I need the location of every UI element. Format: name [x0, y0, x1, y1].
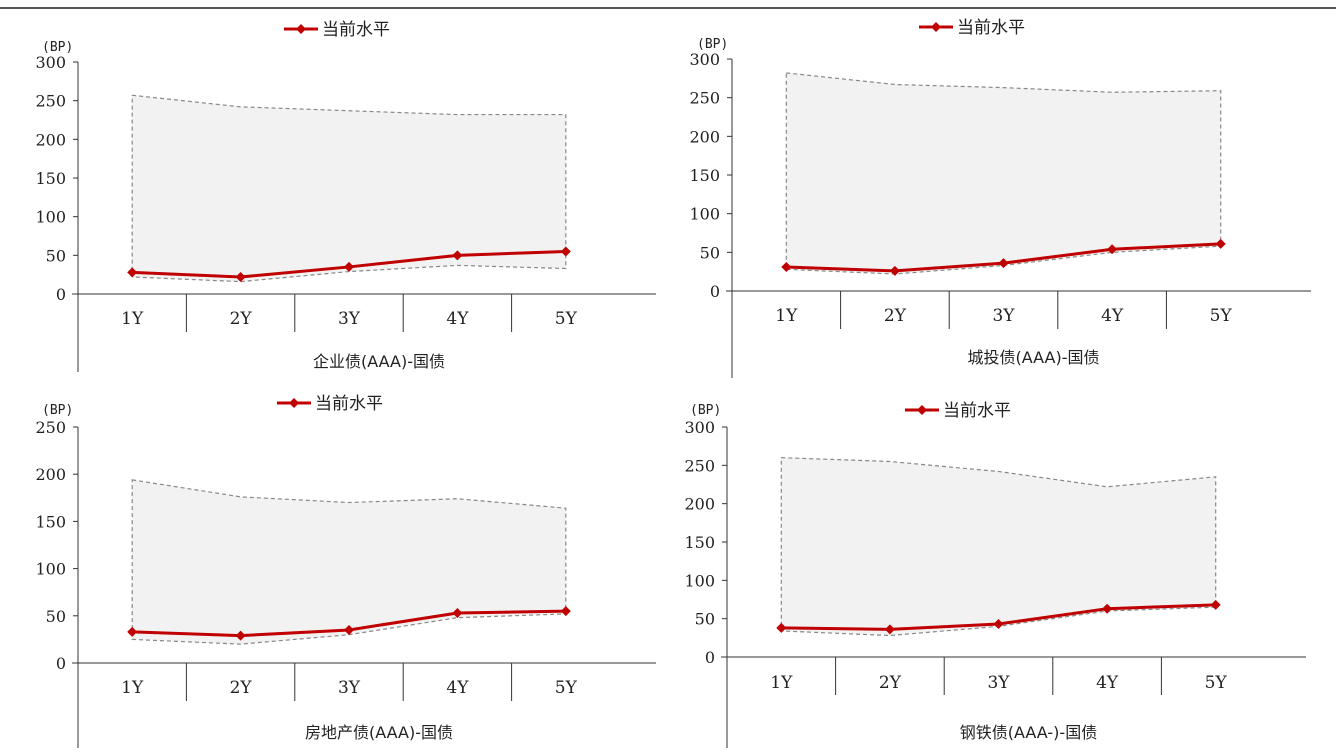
x-tick-label: 3Y — [338, 678, 361, 698]
data-point — [235, 271, 246, 282]
x-tick-label: 4Y — [446, 309, 469, 329]
data-point — [344, 624, 354, 635]
y-tick-label: 0 — [705, 648, 715, 667]
data-point — [452, 250, 463, 261]
y-tick-label: 250 — [35, 92, 66, 111]
y-axis-unit: (BP) — [42, 403, 73, 418]
y-tick-label: 250 — [689, 89, 720, 108]
data-point — [776, 622, 787, 633]
legend-marker — [296, 24, 306, 34]
legend-marker — [917, 405, 927, 415]
y-axis-unit: (BP) — [690, 403, 721, 418]
data-point — [127, 626, 138, 637]
y-tick-label: 200 — [35, 130, 66, 149]
chart-3: 0 50 100 150 200 250 1Y 2Y 3Y 4Y 5Y 房地产债(AAA)-国债 (BP… — [35, 394, 656, 748]
x-tick-label: 3Y — [992, 306, 1015, 326]
x-tick-label: 1Y — [770, 673, 793, 693]
data-point — [1107, 244, 1118, 255]
y-tick-label: 200 — [35, 465, 66, 484]
data-point — [560, 246, 571, 257]
legend: 当前水平 — [919, 18, 1025, 38]
legend-marker — [931, 22, 941, 32]
x-tick-label: 4Y — [1101, 306, 1124, 326]
data-point — [1210, 599, 1221, 610]
y-axis-unit: (BP) — [697, 37, 728, 52]
top-rule — [0, 7, 1336, 9]
y-tick-label: 150 — [35, 169, 66, 188]
data-point — [884, 624, 895, 635]
legend-marker — [289, 398, 299, 408]
data-point — [1215, 238, 1226, 249]
x-tick-label: 5Y — [1210, 306, 1233, 326]
data-point — [344, 261, 354, 272]
y-tick-label: 250 — [684, 456, 715, 475]
y-tick-label: 150 — [689, 166, 720, 185]
y-tick-label: 150 — [684, 533, 715, 552]
range-band — [131, 479, 567, 645]
y-tick-label: 300 — [689, 50, 720, 69]
x-axis-title: 钢铁债(AAA-)-国债 — [960, 723, 1097, 742]
y-tick-label: 50 — [695, 610, 715, 629]
x-tick-label: 2Y — [230, 678, 253, 698]
data-point — [998, 258, 1009, 269]
range-band — [131, 94, 567, 283]
x-tick-label: 4Y — [446, 678, 469, 698]
data-point — [993, 619, 1004, 630]
y-tick-label: 100 — [35, 560, 66, 579]
x-axis-title: 企业债(AAA)-国债 — [313, 352, 445, 371]
x-axis-title: 城投债(AAA)-国债 — [968, 348, 1100, 367]
x-tick-label: 5Y — [555, 309, 578, 329]
x-tick-label: 4Y — [1096, 673, 1119, 693]
y-tick-label: 0 — [56, 654, 66, 673]
chart-2: 0 50 100 150 200 250 300 1Y 2Y 3Y 4Y 5Y 城投债(AAA)-国债 (… — [689, 18, 1311, 378]
y-tick-label: 300 — [684, 418, 715, 437]
legend: 当前水平 — [284, 20, 390, 40]
y-tick-label: 100 — [684, 571, 715, 590]
x-tick-label: 1Y — [121, 678, 144, 698]
chart-1: 0 50 100 150 200 250 300 1Y 2Y 3Y 4Y 5Y 企业债(AAA)-国债 (… — [35, 20, 656, 372]
x-tick-label: 2Y — [230, 309, 253, 329]
x-axis-title: 房地产债(AAA)-国债 — [305, 723, 453, 742]
y-tick-label: 50 — [700, 243, 720, 262]
y-tick-label: 200 — [689, 127, 720, 146]
x-tick-label: 5Y — [1205, 673, 1228, 693]
data-point — [889, 265, 900, 276]
y-tick-label: 150 — [35, 512, 66, 531]
legend-label: 当前水平 — [322, 20, 390, 40]
range-band — [785, 72, 1222, 275]
chart-4: 0 50 100 150 200 250 300 1Y 2Y 3Y 4Y 5Y 钢铁债(AAA-)-国债… — [684, 401, 1306, 748]
y-tick-label: 300 — [35, 53, 66, 72]
legend: 当前水平 — [277, 394, 383, 414]
data-point — [235, 630, 246, 641]
range-band — [780, 457, 1217, 637]
y-axis-unit: (BP) — [42, 40, 73, 55]
x-tick-label: 1Y — [775, 306, 798, 326]
y-tick-label: 100 — [689, 205, 720, 224]
y-tick-label: 200 — [684, 495, 715, 514]
x-tick-label: 3Y — [987, 673, 1010, 693]
data-point — [781, 262, 792, 273]
legend-label: 当前水平 — [943, 401, 1011, 421]
x-tick-label: 5Y — [555, 678, 578, 698]
x-tick-label: 2Y — [884, 306, 907, 326]
y-tick-label: 100 — [35, 208, 66, 227]
legend: 当前水平 — [905, 401, 1011, 421]
y-tick-label: 0 — [56, 285, 66, 304]
x-tick-label: 3Y — [338, 309, 361, 329]
legend-label: 当前水平 — [957, 18, 1025, 38]
data-point — [560, 606, 571, 617]
data-point — [1102, 603, 1113, 614]
y-tick-label: 0 — [710, 282, 720, 301]
y-tick-label: 50 — [46, 607, 66, 626]
x-tick-label: 2Y — [879, 673, 902, 693]
legend-label: 当前水平 — [315, 394, 383, 414]
x-tick-label: 1Y — [121, 309, 144, 329]
y-tick-label: 250 — [35, 418, 66, 437]
y-tick-label: 50 — [46, 246, 66, 265]
data-point — [127, 267, 138, 278]
data-point — [452, 607, 463, 618]
